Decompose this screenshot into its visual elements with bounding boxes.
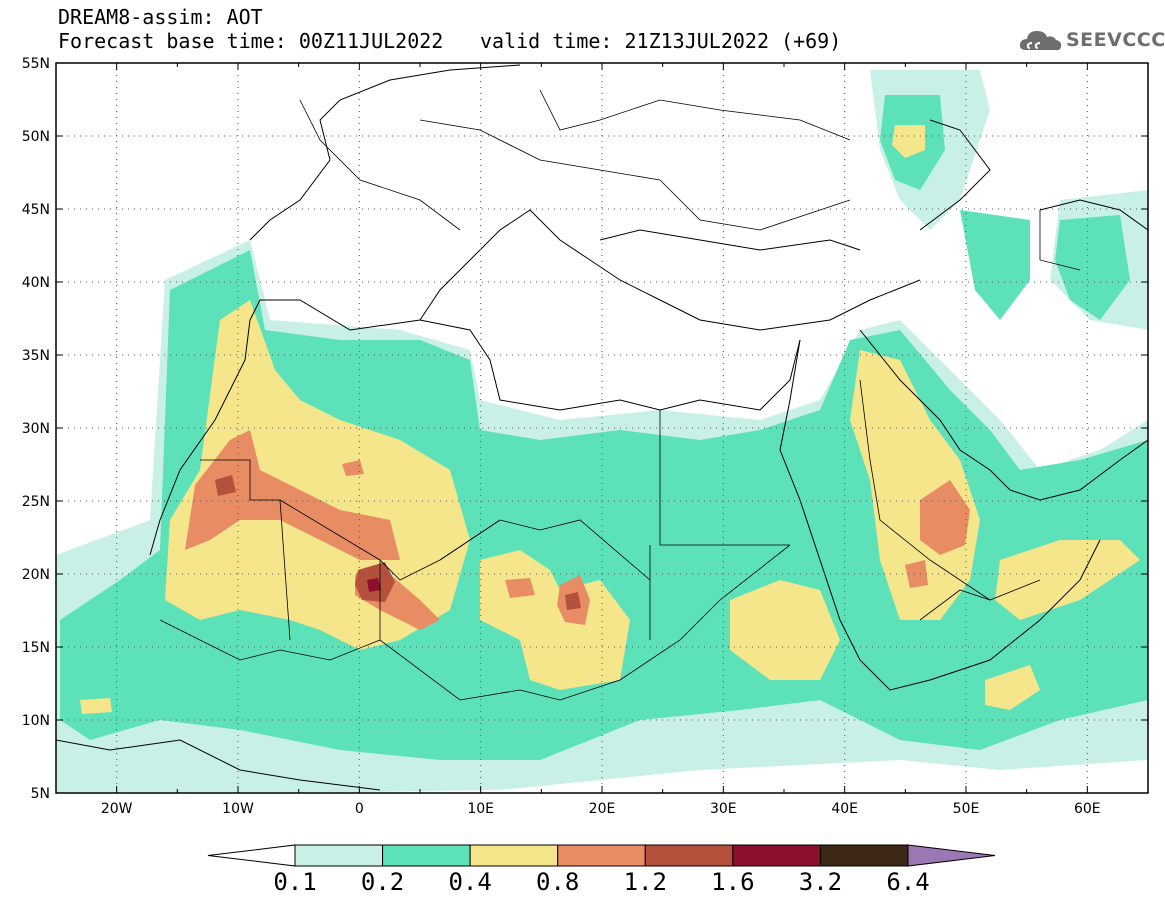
lon-label: 20E (589, 801, 616, 817)
lat-label: 50N (22, 129, 50, 145)
aot-band-0-4 (892, 125, 925, 158)
lat-label: 55N (22, 56, 50, 72)
lon-label: 60E (1074, 801, 1101, 817)
colorbar-label: 0.4 (448, 868, 492, 896)
lon-label: 50E (953, 801, 980, 817)
lat-label: 45N (22, 202, 50, 218)
logo-text: SEEVCCC (1066, 29, 1165, 51)
aot-band-0-4 (850, 350, 980, 620)
colorbar-segment (819, 844, 909, 867)
lon-label: 20W (101, 801, 133, 817)
colorbar-segment (732, 844, 821, 867)
aot-band-0-4 (80, 698, 112, 714)
lat-label: 5N (31, 786, 50, 802)
latitude-labels: 55N 50N 45N 40N 35N 30N 25N 20N 15N 10N 5N (22, 56, 50, 802)
lat-label: 15N (22, 640, 50, 656)
colorbar-segment (294, 844, 384, 867)
colorbar-segment (469, 844, 559, 867)
colorbar-label: 0.8 (536, 868, 580, 896)
aot-band-0-4 (730, 580, 840, 680)
aot-band-0-8 (920, 480, 970, 555)
colorbar-segment (644, 844, 734, 867)
lon-label: 30E (710, 801, 737, 817)
aot-band-0-4 (995, 540, 1140, 620)
aot-band-0-8 (505, 578, 535, 598)
lon-label: 10E (467, 801, 494, 817)
aot-band-1-6 (367, 578, 381, 592)
lat-label: 35N (22, 348, 50, 364)
aot-band-0-8 (905, 560, 928, 588)
lon-label: 10W (222, 801, 254, 817)
colorbar (207, 844, 996, 867)
aot-band-0-2 (1055, 215, 1130, 320)
aot-field (56, 70, 1148, 793)
lat-label: 20N (22, 567, 50, 583)
lat-label: 30N (22, 421, 50, 437)
lat-label: 40N (22, 275, 50, 291)
colorbar-segment (557, 844, 646, 867)
aot-band-0-2 (960, 210, 1030, 320)
colorbar-label: 6.4 (886, 868, 930, 896)
colorbar-label: 0.1 (273, 868, 317, 896)
lon-label: 40E (831, 801, 858, 817)
aot-band-0-8 (342, 460, 364, 476)
aot-band-0-4 (985, 665, 1040, 710)
colorbar-label: 1.2 (623, 868, 667, 896)
colorbar-labels: 0.1 0.2 0.4 0.8 1.2 1.6 3.2 6.4 (0, 868, 1165, 898)
aot-band-0-4 (165, 300, 470, 650)
country-borders (159, 89, 1081, 701)
lat-label: 10N (22, 713, 50, 729)
aot-band-0-8 (185, 430, 400, 560)
colorbar-label: 3.2 (798, 868, 843, 896)
aot-band-1-2 (565, 592, 581, 610)
coastlines (56, 64, 1148, 791)
colorbar-segment (382, 844, 471, 867)
seevccc-logo: SEEVCCC (1018, 26, 1165, 56)
cloud-icon (1019, 31, 1062, 51)
colorbar-label: 1.6 (711, 868, 755, 896)
colorbar-arrow-high (907, 844, 996, 867)
colorbar-arrow-low (207, 844, 296, 867)
colorbar-label: 0.2 (360, 868, 405, 896)
valid-time: valid time: 21Z13JUL2022 (+69) (480, 29, 842, 53)
graticule (56, 63, 1148, 793)
lat-label: 25N (22, 494, 50, 510)
axis-ticks (55, 62, 1149, 794)
forecast-base-time: Forecast base time: 00Z11JUL2022 (58, 29, 444, 53)
map-title: DREAM8-assim: AOT (58, 5, 263, 29)
lon-label: 0 (355, 801, 364, 817)
longitude-labels: 20W 10W 0 10E 20E 30E 40E 50E 60E (101, 801, 1101, 817)
aot-band-1-2 (215, 475, 236, 496)
